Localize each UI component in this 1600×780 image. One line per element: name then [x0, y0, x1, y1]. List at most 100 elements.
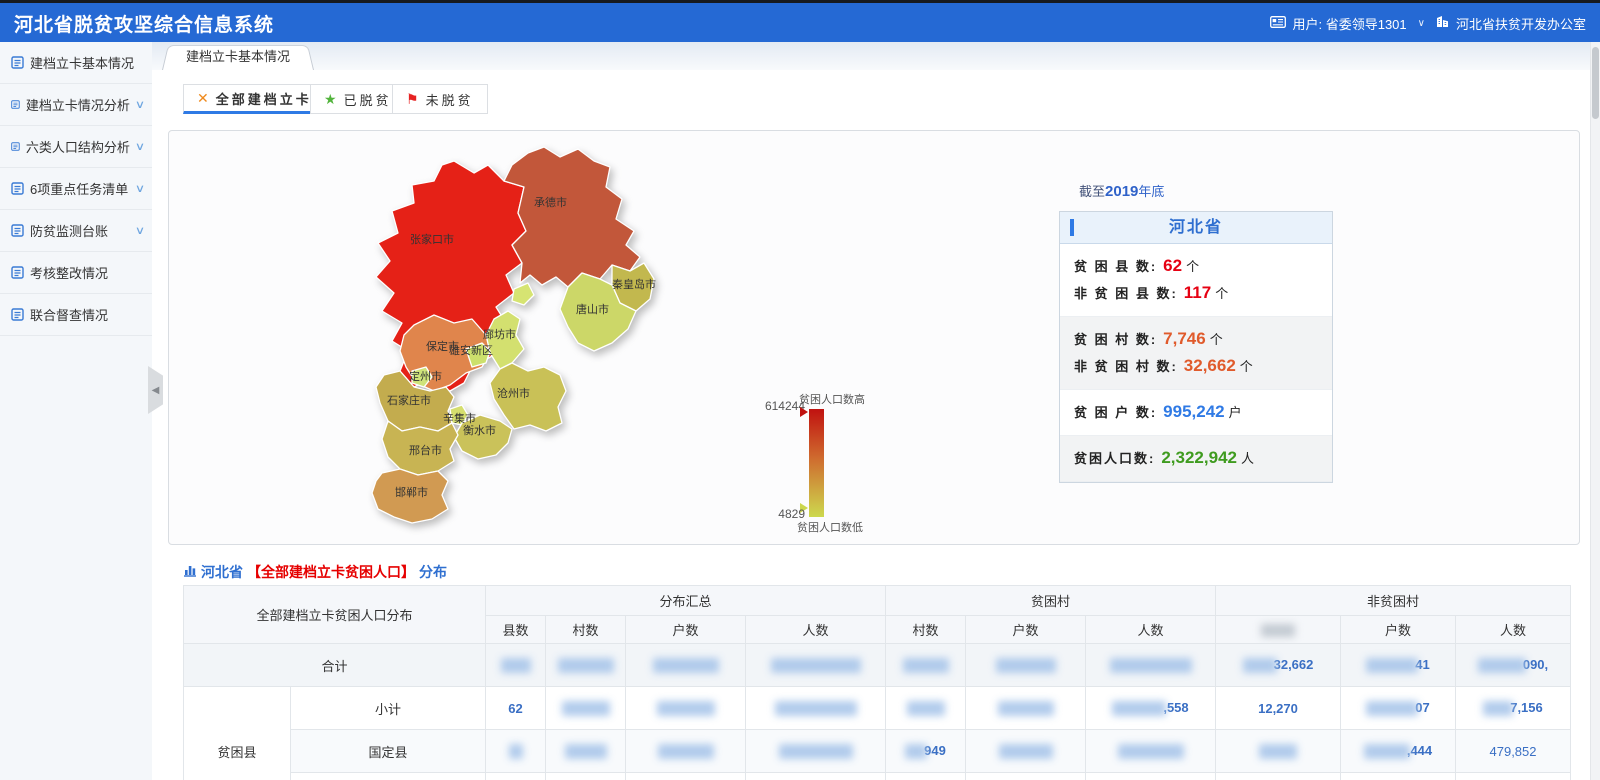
sidebar-item-label: 建档立卡情况分析 — [25, 98, 130, 113]
table-cell — [485, 729, 546, 773]
map-region-langfang_n[interactable] — [511, 282, 535, 306]
table-cell — [1215, 729, 1341, 773]
table-col-header: 人数 — [1085, 615, 1216, 644]
map-region-xinji[interactable] — [449, 404, 469, 426]
stat-value: 32,662 — [1183, 356, 1236, 375]
table-cell — [485, 772, 546, 780]
chevron-down-icon[interactable]: ∨ — [1417, 17, 1425, 29]
top-header-bar: 河北省脱贫攻坚综合信息系统 用户: 省委领导1301 ∨ 河北省扶贫开发办公室 — [0, 0, 1600, 42]
header-right: 用户: 省委领导1301 ∨ 河北省扶贫开发办公室 — [1269, 0, 1586, 44]
table-cell — [625, 643, 746, 687]
filter-button-2[interactable]: ★ 已脱贫 — [310, 84, 406, 114]
scrollbar-thumb[interactable] — [1592, 47, 1599, 119]
table-row — [183, 772, 1571, 780]
filter-button-1[interactable]: ✕ 全部建档立卡 — [183, 84, 326, 114]
legend-high-label: 贫困人口数高 — [799, 394, 865, 406]
stats-section-4: 贫困人口数: 2,322,942 人 — [1060, 436, 1332, 482]
map-region-handan[interactable] — [371, 468, 449, 524]
table-cell — [545, 729, 626, 773]
redacted-value — [998, 744, 1053, 760]
stat-value: 7,746 — [1163, 329, 1206, 348]
stat-unit: 户 — [1228, 405, 1242, 420]
doc-icon — [11, 142, 20, 151]
sidebar-item-label: 防贫监测台账 — [30, 224, 109, 239]
sidebar-item-2[interactable]: 建档立卡情况分析 ∨ — [0, 84, 152, 126]
sidebar-item-7[interactable]: 联合督查情况 — [0, 294, 152, 336]
sidebar-item-6[interactable]: 考核整改情况 — [0, 252, 152, 294]
table-cell: 12,270 — [1215, 686, 1341, 730]
stat-label: 贫 困 村 数: — [1074, 332, 1158, 347]
partial-value: 32,662 — [1273, 656, 1314, 672]
table-cell — [625, 772, 746, 780]
map-label-tangshan: 唐山市 — [576, 302, 609, 316]
map-region-xingtai[interactable] — [381, 420, 459, 476]
stat-label: 非 贫 困 县 数: — [1074, 286, 1178, 301]
map-label-langfang: 廊坊市 — [483, 327, 516, 341]
map-region-chengde[interactable] — [503, 146, 641, 288]
stats-section-3: 贫 困 户 数: 995,242 户 — [1060, 390, 1332, 436]
stat-row: 非 贫 困 村 数: 32,662 个 — [1074, 353, 1332, 380]
table-group-header-3: 非贫困村 — [1215, 585, 1571, 616]
redacted-value — [774, 701, 857, 717]
sidebar: 建档立卡基本情况 建档立卡情况分析 ∨ 六类人口结构分析 ∨ 6项重点任务清单 ∨ 防贫监测台… — [0, 42, 153, 780]
green-star-icon: ★ — [324, 90, 337, 107]
table-cell — [745, 686, 886, 730]
map-region-tangshan[interactable] — [559, 272, 637, 352]
province-stats-panel: 河北省 贫 困 县 数: 62 个非 贫 困 县 数: 117 个贫 困 村 数: 7,7… — [1059, 211, 1333, 483]
doc-icon — [11, 56, 24, 69]
table-cell — [545, 686, 626, 730]
table-cell-value: 62 — [508, 700, 523, 716]
chevron-down-icon: ∨ — [134, 141, 146, 153]
sidebar-item-label: 考核整改情况 — [30, 266, 109, 281]
table-group-header-2: 贫困村 — [885, 585, 1216, 616]
doc-icon — [11, 224, 24, 237]
orange-cross-icon: ✕ — [197, 89, 209, 106]
filter-label: 未脱贫 — [425, 92, 474, 108]
blue-bar-icon — [1070, 219, 1074, 236]
redacted-value — [1363, 744, 1410, 760]
table-col-header: 人数 — [745, 615, 886, 644]
sidebar-item-4[interactable]: 6项重点任务清单 ∨ — [0, 168, 152, 210]
map-region-hengshui[interactable] — [453, 414, 513, 460]
stat-value: 117 — [1183, 283, 1212, 302]
table-cell: ,558 — [1085, 686, 1216, 730]
tab-basic-info[interactable]: 建档立卡基本情况 — [162, 43, 314, 70]
user-menu[interactable]: 用户: 省委领导1301 — [1292, 16, 1407, 32]
redacted-value — [905, 744, 928, 760]
building-icon — [1436, 15, 1449, 31]
page-scrollbar[interactable] — [1590, 42, 1600, 780]
table-col-header: 户数 — [1340, 615, 1456, 644]
redacted-value — [657, 744, 714, 760]
sidebar-item-5[interactable]: 防贫监测台账 ∨ — [0, 210, 152, 252]
table-col-header — [1215, 615, 1341, 644]
map-label-chengde: 承德市 — [534, 195, 567, 209]
filter-button-3[interactable]: ⚑ 未脱贫 — [392, 84, 488, 114]
stat-value: 995,242 — [1163, 402, 1225, 421]
map-label-hengshui: 衡水市 — [463, 423, 496, 437]
map-region-xiongan[interactable] — [465, 342, 491, 368]
sidebar-item-1[interactable]: 建档立卡基本情况 — [0, 42, 152, 84]
table-cell: 949 — [885, 729, 966, 773]
stat-label: 贫 困 户 数: — [1074, 405, 1158, 420]
stat-unit: 个 — [1209, 332, 1223, 347]
partial-value: 7,156 — [1510, 699, 1543, 715]
redacted-value — [564, 744, 607, 760]
map-panel: 张家口市 承德市 秦皇岛市 唐山市 廊坊市 保定市 雄安新区 定州市 石家庄市 沧州市 辛集市 衡水市… — [168, 130, 1580, 545]
stat-label: 贫困人口数: — [1074, 451, 1156, 466]
doc-icon — [11, 266, 24, 279]
map-region-cangzhou[interactable] — [489, 362, 567, 432]
sidebar-item-label: 建档立卡基本情况 — [30, 56, 135, 71]
table-row: 贫困县 小计 62 ,558 12,270 07 7,156 — [183, 686, 1571, 780]
redacted-value — [906, 701, 945, 717]
table-cell — [745, 729, 886, 773]
legend-low-label: 贫困人口数低 — [797, 522, 863, 534]
redacted-value — [770, 658, 861, 674]
redacted-value — [508, 744, 523, 760]
redacted-value — [1259, 744, 1297, 760]
sidebar-collapse-handle[interactable]: ◀ — [148, 366, 163, 414]
map-region-dingzhou[interactable] — [411, 366, 433, 388]
sidebar-item-3[interactable]: 六类人口结构分析 ∨ — [0, 126, 152, 168]
sidebar-item-label: 6项重点任务清单 — [30, 182, 129, 197]
stat-row: 贫困人口数: 2,322,942 人 — [1074, 445, 1332, 472]
